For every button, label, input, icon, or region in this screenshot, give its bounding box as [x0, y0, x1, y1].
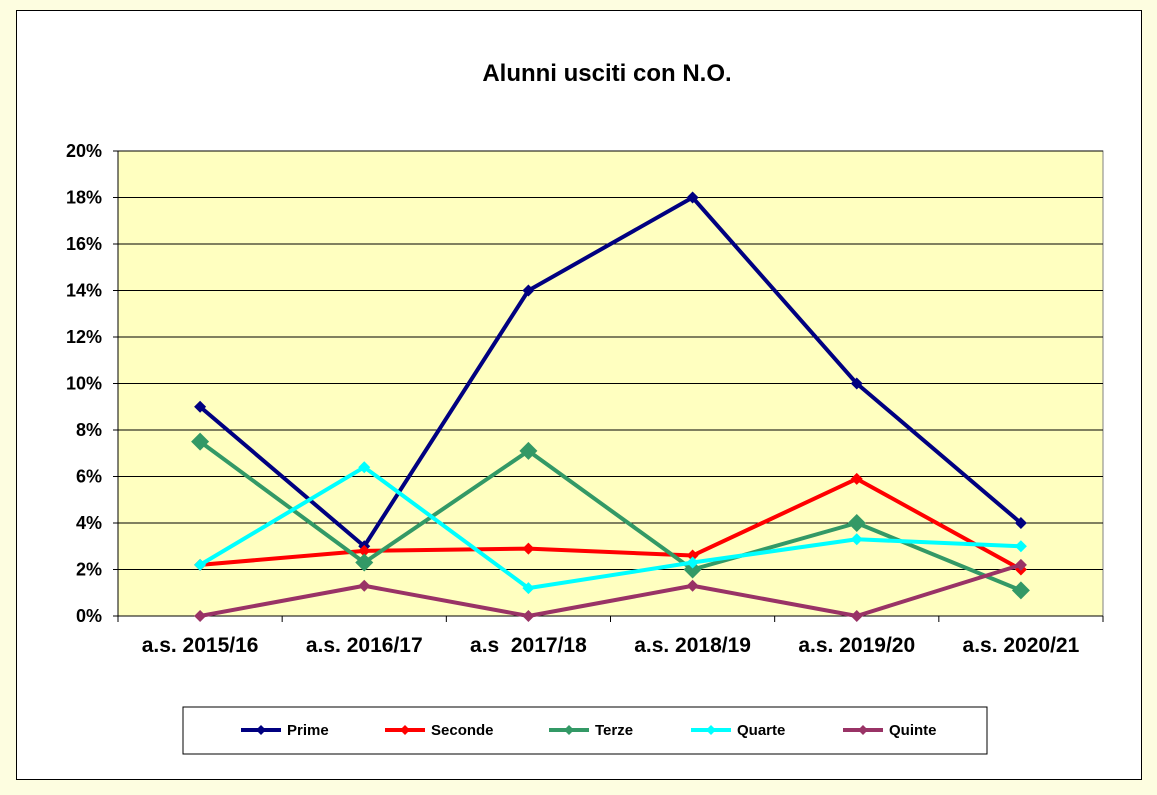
data-point-terze [519, 441, 538, 460]
y-tick-label: 8% [76, 420, 102, 440]
legend-label-seconde: Seconde [431, 722, 494, 739]
data-point-terze [847, 514, 866, 532]
legend-label-prime: Prime [287, 722, 329, 739]
data-point-seconde [850, 472, 863, 485]
x-tick-label: a.s. 2020/21 [963, 634, 1080, 657]
data-point-quarte [522, 582, 535, 595]
series-line-quinte [199, 562, 1022, 618]
data-point-seconde [686, 549, 699, 562]
series-prime [194, 191, 1027, 553]
data-point-prime [194, 400, 207, 413]
y-tick-label: 12% [66, 327, 102, 347]
data-point-terze [191, 432, 210, 451]
y-tick-label: 6% [76, 467, 102, 487]
data-point-prime [686, 191, 699, 204]
data-point-quinte [522, 610, 535, 622]
legend-marker-quinte [858, 725, 868, 735]
data-point-quarte [194, 558, 207, 571]
chart-title: Alunni usciti con N.O. [482, 60, 731, 87]
series-quinte [194, 558, 1027, 622]
series-line-prime [198, 195, 1023, 549]
legend-marker-prime [256, 725, 266, 735]
axes: 0% 2% 4% 6% 8% 10% 12% 14% 16% 18% 20% a.s. 2015/16… [66, 141, 1104, 657]
data-point-quarte [686, 556, 699, 569]
data-point-quinte [850, 610, 863, 622]
legend: Prime Seconde Terze Quarte Quinte [182, 706, 988, 755]
data-point-quinte [358, 579, 371, 592]
data-point-terze [1011, 581, 1030, 600]
legend-label-quarte: Quarte [737, 722, 785, 739]
y-tick-label: 0% [76, 606, 102, 626]
legend-label-quinte: Quinte [889, 722, 937, 739]
legend-label-terze: Terze [595, 722, 633, 739]
x-tick-label: a.s. 2019/20 [798, 634, 915, 657]
series-quarte [194, 461, 1027, 595]
x-tick-label: a.s 2017/18 [470, 634, 587, 657]
data-point-seconde [522, 542, 535, 555]
data-point-quarte [358, 461, 371, 474]
data-point-prime [850, 377, 863, 390]
legend-marker-seconde [400, 725, 410, 735]
x-tick-label: a.s. 2018/19 [634, 634, 751, 657]
series-lines [191, 191, 1030, 622]
y-tick-label: 10% [66, 374, 102, 394]
y-tick-label: 4% [76, 513, 102, 533]
data-point-prime [1014, 517, 1027, 529]
legend-marker-terze [564, 725, 574, 735]
y-tick-label: 18% [66, 188, 102, 208]
chart-frame: Alunni usciti con N.O. 0% 2% 4% 6% 8% 10% 12% 1… [16, 10, 1142, 780]
x-tick-label: a.s. 2016/17 [306, 634, 423, 657]
y-tick-label: 16% [66, 234, 102, 254]
data-point-quarte [850, 533, 863, 546]
data-point-terze [355, 553, 374, 572]
data-point-prime [522, 284, 535, 297]
data-point-quarte [1014, 540, 1027, 553]
data-point-quinte [1014, 558, 1027, 571]
series-line-seconde [199, 476, 1022, 572]
series-line-terze [198, 440, 1022, 593]
data-point-quinte [686, 579, 699, 592]
line-chart: Alunni usciti con N.O. 0% 2% 4% 6% 8% 10% 12% 1… [66, 60, 1104, 755]
legend-marker-quarte [706, 725, 716, 735]
data-point-seconde [358, 544, 371, 557]
x-tick-label: a.s. 2015/16 [142, 634, 259, 657]
y-tick-label: 14% [66, 281, 102, 301]
y-tick-label: 2% [76, 560, 102, 580]
y-tick-label: 20% [66, 141, 102, 161]
series-line-quarte [199, 465, 1022, 591]
data-point-quinte [194, 610, 207, 622]
series-terze [191, 432, 1030, 600]
